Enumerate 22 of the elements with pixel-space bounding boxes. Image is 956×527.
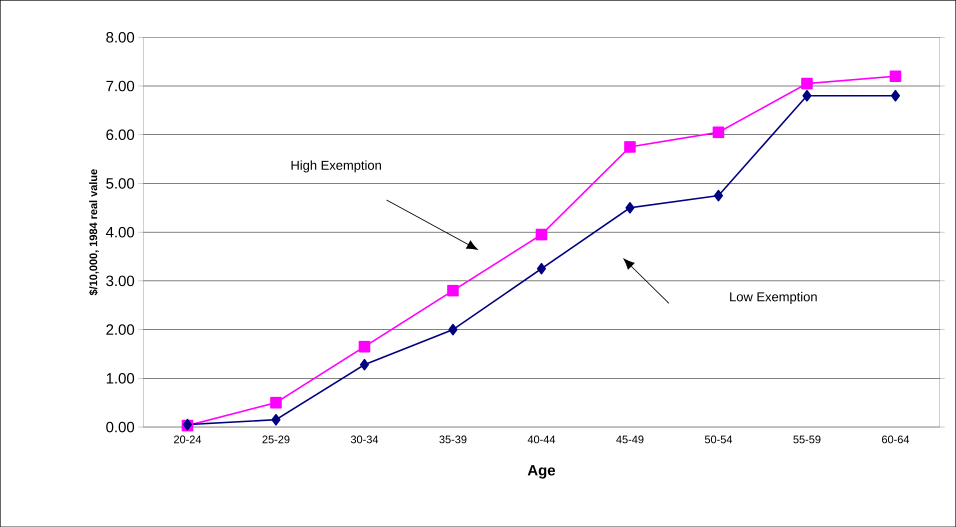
y-tick-label: 3.00 [106, 275, 134, 286]
y-tick-label: 6.00 [106, 129, 134, 140]
y-tick-label: 4.00 [106, 226, 134, 238]
y-tick-label: 8.00 [106, 32, 134, 42]
x-tick-label: 40-44 [528, 435, 556, 444]
y-axis-title: $/10,000, 1984 real value [88, 169, 99, 296]
y-tick-label: 0.00 [106, 422, 134, 432]
x-axis-title: Age [528, 465, 556, 478]
x-tick-label: 60-64 [882, 435, 910, 444]
x-tick-label: 55-59 [793, 435, 820, 444]
x-tick-label: 45-49 [616, 435, 644, 444]
y-tick-label: 5.00 [106, 178, 134, 189]
y-tick-label: 2.00 [106, 324, 134, 335]
x-tick-label: 30-34 [350, 435, 378, 444]
x-tick-label: 20-24 [174, 435, 202, 444]
annotation: Low Exemption [730, 292, 817, 304]
y-tick-label: 1.00 [106, 372, 134, 384]
x-tick-label: 25-29 [262, 435, 290, 444]
x-tick-label: 35-39 [439, 435, 466, 444]
y-tick-label: 7.00 [106, 80, 134, 92]
annotation: High Exemption [292, 160, 381, 172]
x-tick-label: 50-54 [704, 435, 732, 444]
